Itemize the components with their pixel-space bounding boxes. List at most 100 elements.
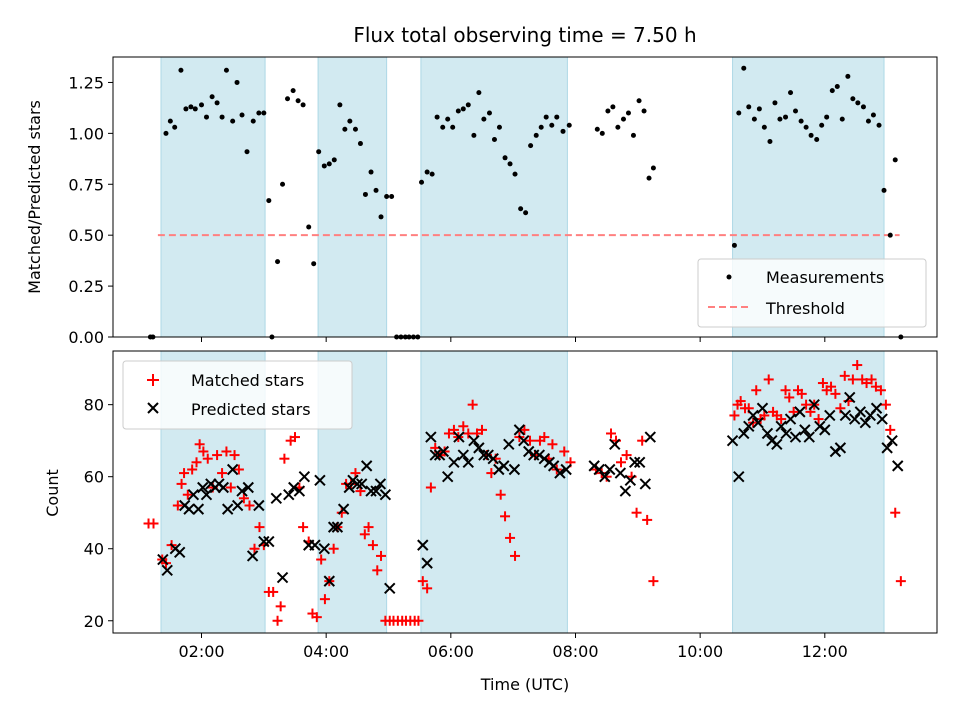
- bottom-plus-point-52: [376, 550, 387, 561]
- bottom-plus-point-19: [229, 450, 240, 461]
- ratio-panel: 0.00 0.25 0.50 0.75 1.00 1.25 Matched/Predict…: [25, 56, 938, 347]
- top-y-tick-label-4: 1.00: [68, 124, 104, 143]
- bottom-plus-point-118: [776, 414, 787, 425]
- top-dot-point-111: [819, 122, 825, 128]
- bottom-plus-point-81: [505, 532, 516, 543]
- bottom-plus-point-32: [290, 432, 301, 443]
- bottom-x-point-95: [756, 402, 769, 414]
- top-dot-point-45: [384, 193, 390, 199]
- bottom-x-point-76: [560, 463, 572, 476]
- top-dot-point-91: [641, 108, 647, 114]
- x-tick-label-5: 12:00: [802, 642, 848, 661]
- top-dot-point-115: [839, 116, 845, 122]
- bottom-x-point-100: [780, 427, 792, 440]
- top-dot-point-106: [793, 108, 799, 114]
- bottom-plus-point-128: [817, 378, 828, 389]
- bottom-x-point-104: [799, 424, 811, 436]
- bottom-x-point-24: [276, 571, 289, 584]
- bottom-x-point-49: [425, 431, 437, 443]
- bottom-x-point-45: [379, 488, 392, 501]
- legend-matched-label: Matched stars: [191, 371, 304, 390]
- bottom-plus-point-88: [539, 432, 550, 443]
- bottom-x-point-98: [771, 438, 783, 450]
- top-shaded-interval-2: [420, 56, 568, 338]
- top-dot-point-26: [285, 96, 291, 102]
- bottom-x-point-89: [726, 434, 739, 447]
- bottom-x-point-96: [761, 427, 774, 440]
- bottom-shaded-interval-2: [420, 350, 568, 634]
- bottom-x-point-102: [789, 431, 802, 443]
- top-y-tick-label-3: 0.75: [68, 175, 104, 194]
- bottom-x-point-31: [314, 474, 326, 487]
- top-dot-point-84: [605, 108, 611, 114]
- top-dot-point-94: [731, 242, 737, 248]
- bottom-x-point-62: [487, 452, 499, 465]
- top-dot-point-92: [646, 175, 652, 181]
- top-dot-point-32: [316, 149, 322, 155]
- bottom-x-point-25: [283, 488, 295, 501]
- bottom-x-point-42: [365, 485, 377, 497]
- bottom-x-point-6: [187, 488, 200, 501]
- top-dot-point-74: [528, 143, 534, 149]
- bottom-x-point-83: [619, 485, 632, 497]
- bottom-y-tick-label-3: 80: [84, 396, 104, 415]
- bottom-x-point-86: [633, 456, 646, 468]
- bottom-x-point-122: [892, 460, 904, 472]
- bottom-x-point-94: [752, 416, 764, 429]
- bottom-plus-point-120: [784, 392, 795, 403]
- top-y-axis-label: Matched/Predicted stars: [25, 100, 44, 294]
- bottom-x-point-88: [644, 431, 656, 443]
- bottom-x-point-79: [599, 470, 611, 483]
- top-dot-point-117: [850, 96, 856, 102]
- bottom-plus-point-102: [631, 507, 642, 518]
- bottom-x-point-99: [775, 420, 787, 432]
- bottom-x-point-58: [468, 434, 480, 447]
- top-dot-point-101: [767, 139, 773, 145]
- top-dot-point-75: [533, 132, 539, 138]
- bottom-x-point-108: [819, 424, 831, 436]
- bottom-plus-point-139: [866, 374, 877, 385]
- bottom-plus-point-24: [254, 522, 265, 533]
- bottom-x-point-20: [253, 499, 265, 512]
- top-dot-point-8: [192, 106, 198, 112]
- bottom-plus-point-144: [890, 507, 901, 518]
- bottom-plus-point-17: [221, 446, 232, 457]
- top-dot-point-39: [352, 126, 358, 132]
- bottom-x-point-81: [609, 438, 621, 450]
- bottom-plus-point-20: [233, 464, 244, 475]
- bottom-plus-point-1: [148, 518, 159, 529]
- bottom-x-point-3: [173, 546, 186, 559]
- bottom-x-point-44: [374, 478, 387, 490]
- top-dot-point-41: [362, 191, 368, 197]
- bottom-plus-point-63: [422, 583, 433, 594]
- bottom-x-point-80: [604, 463, 616, 476]
- bottom-x-point-57: [462, 456, 474, 468]
- top-dot-point-105: [788, 90, 794, 96]
- bottom-plus-point-97: [606, 428, 617, 439]
- top-dot-point-82: [594, 126, 600, 132]
- bottom-x-point-39: [351, 478, 364, 490]
- top-dot-point-55: [429, 171, 435, 177]
- top-dot-point-12: [214, 100, 220, 106]
- bottom-x-point-84: [624, 474, 637, 487]
- bottom-plus-point-6: [176, 478, 187, 489]
- top-dot-point-67: [491, 136, 497, 142]
- bottom-x-point-118: [870, 402, 883, 414]
- top-dot-point-13: [219, 114, 225, 120]
- top-dot-point-120: [865, 118, 871, 124]
- top-y-tick-label-2: 0.50: [68, 226, 104, 245]
- bottom-plus-point-114: [759, 410, 770, 421]
- bottom-x-point-13: [217, 481, 230, 494]
- bottom-x-point-64: [498, 460, 510, 472]
- bottom-x-point-16: [231, 499, 244, 512]
- bottom-plus-point-21: [238, 493, 249, 504]
- bottom-plus-point-119: [780, 385, 791, 396]
- bottom-plus-point-130: [826, 381, 837, 392]
- bottom-plus-point-27: [268, 586, 279, 597]
- top-dot-point-109: [808, 132, 814, 138]
- bottom-x-point-26: [288, 481, 300, 494]
- bottom-plus-point-49: [363, 522, 374, 533]
- bottom-plus-point-13: [202, 453, 213, 464]
- top-dot-point-59: [450, 124, 456, 130]
- bottom-x-point-41: [360, 460, 373, 472]
